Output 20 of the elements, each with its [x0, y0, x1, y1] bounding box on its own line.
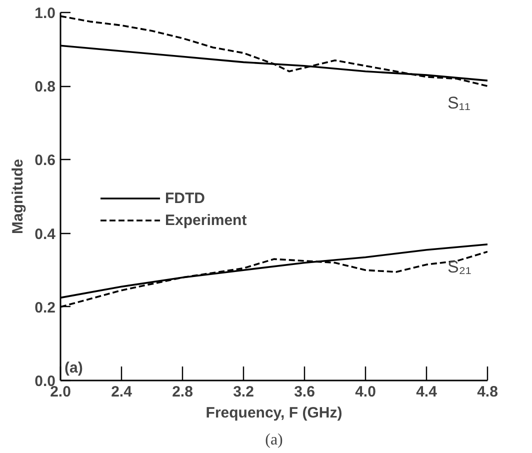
legend-label: FDTD — [165, 190, 205, 206]
text: (a) — [265, 432, 283, 448]
annotation: (a) — [64, 360, 83, 376]
y-tick-label: 0.4 — [34, 226, 56, 243]
y-tick-label: 1.0 — [34, 5, 56, 22]
x-tick-label: 3.6 — [294, 384, 315, 400]
annotation: S₁₁ — [448, 94, 471, 113]
y-tick-label: 0.8 — [34, 78, 56, 96]
x-tick-label: 4.8 — [477, 384, 498, 400]
y-axis-title: Magnitude — [10, 158, 27, 234]
y-tick-label: 0.6 — [34, 152, 56, 170]
x-tick-label: 2.8 — [172, 384, 193, 400]
x-tick-label: 4.4 — [416, 384, 438, 400]
x-tick-label: 4.0 — [355, 384, 376, 400]
x-axis-title: Frequency, F (GHz) — [206, 404, 342, 422]
legend-label: Experiment — [165, 212, 247, 228]
x-tick-label: 3.2 — [233, 384, 254, 400]
x-tick-label: 2.4 — [111, 384, 133, 400]
annotation: S₂₁ — [448, 257, 472, 276]
y-tick-label: 0.2 — [34, 299, 56, 316]
